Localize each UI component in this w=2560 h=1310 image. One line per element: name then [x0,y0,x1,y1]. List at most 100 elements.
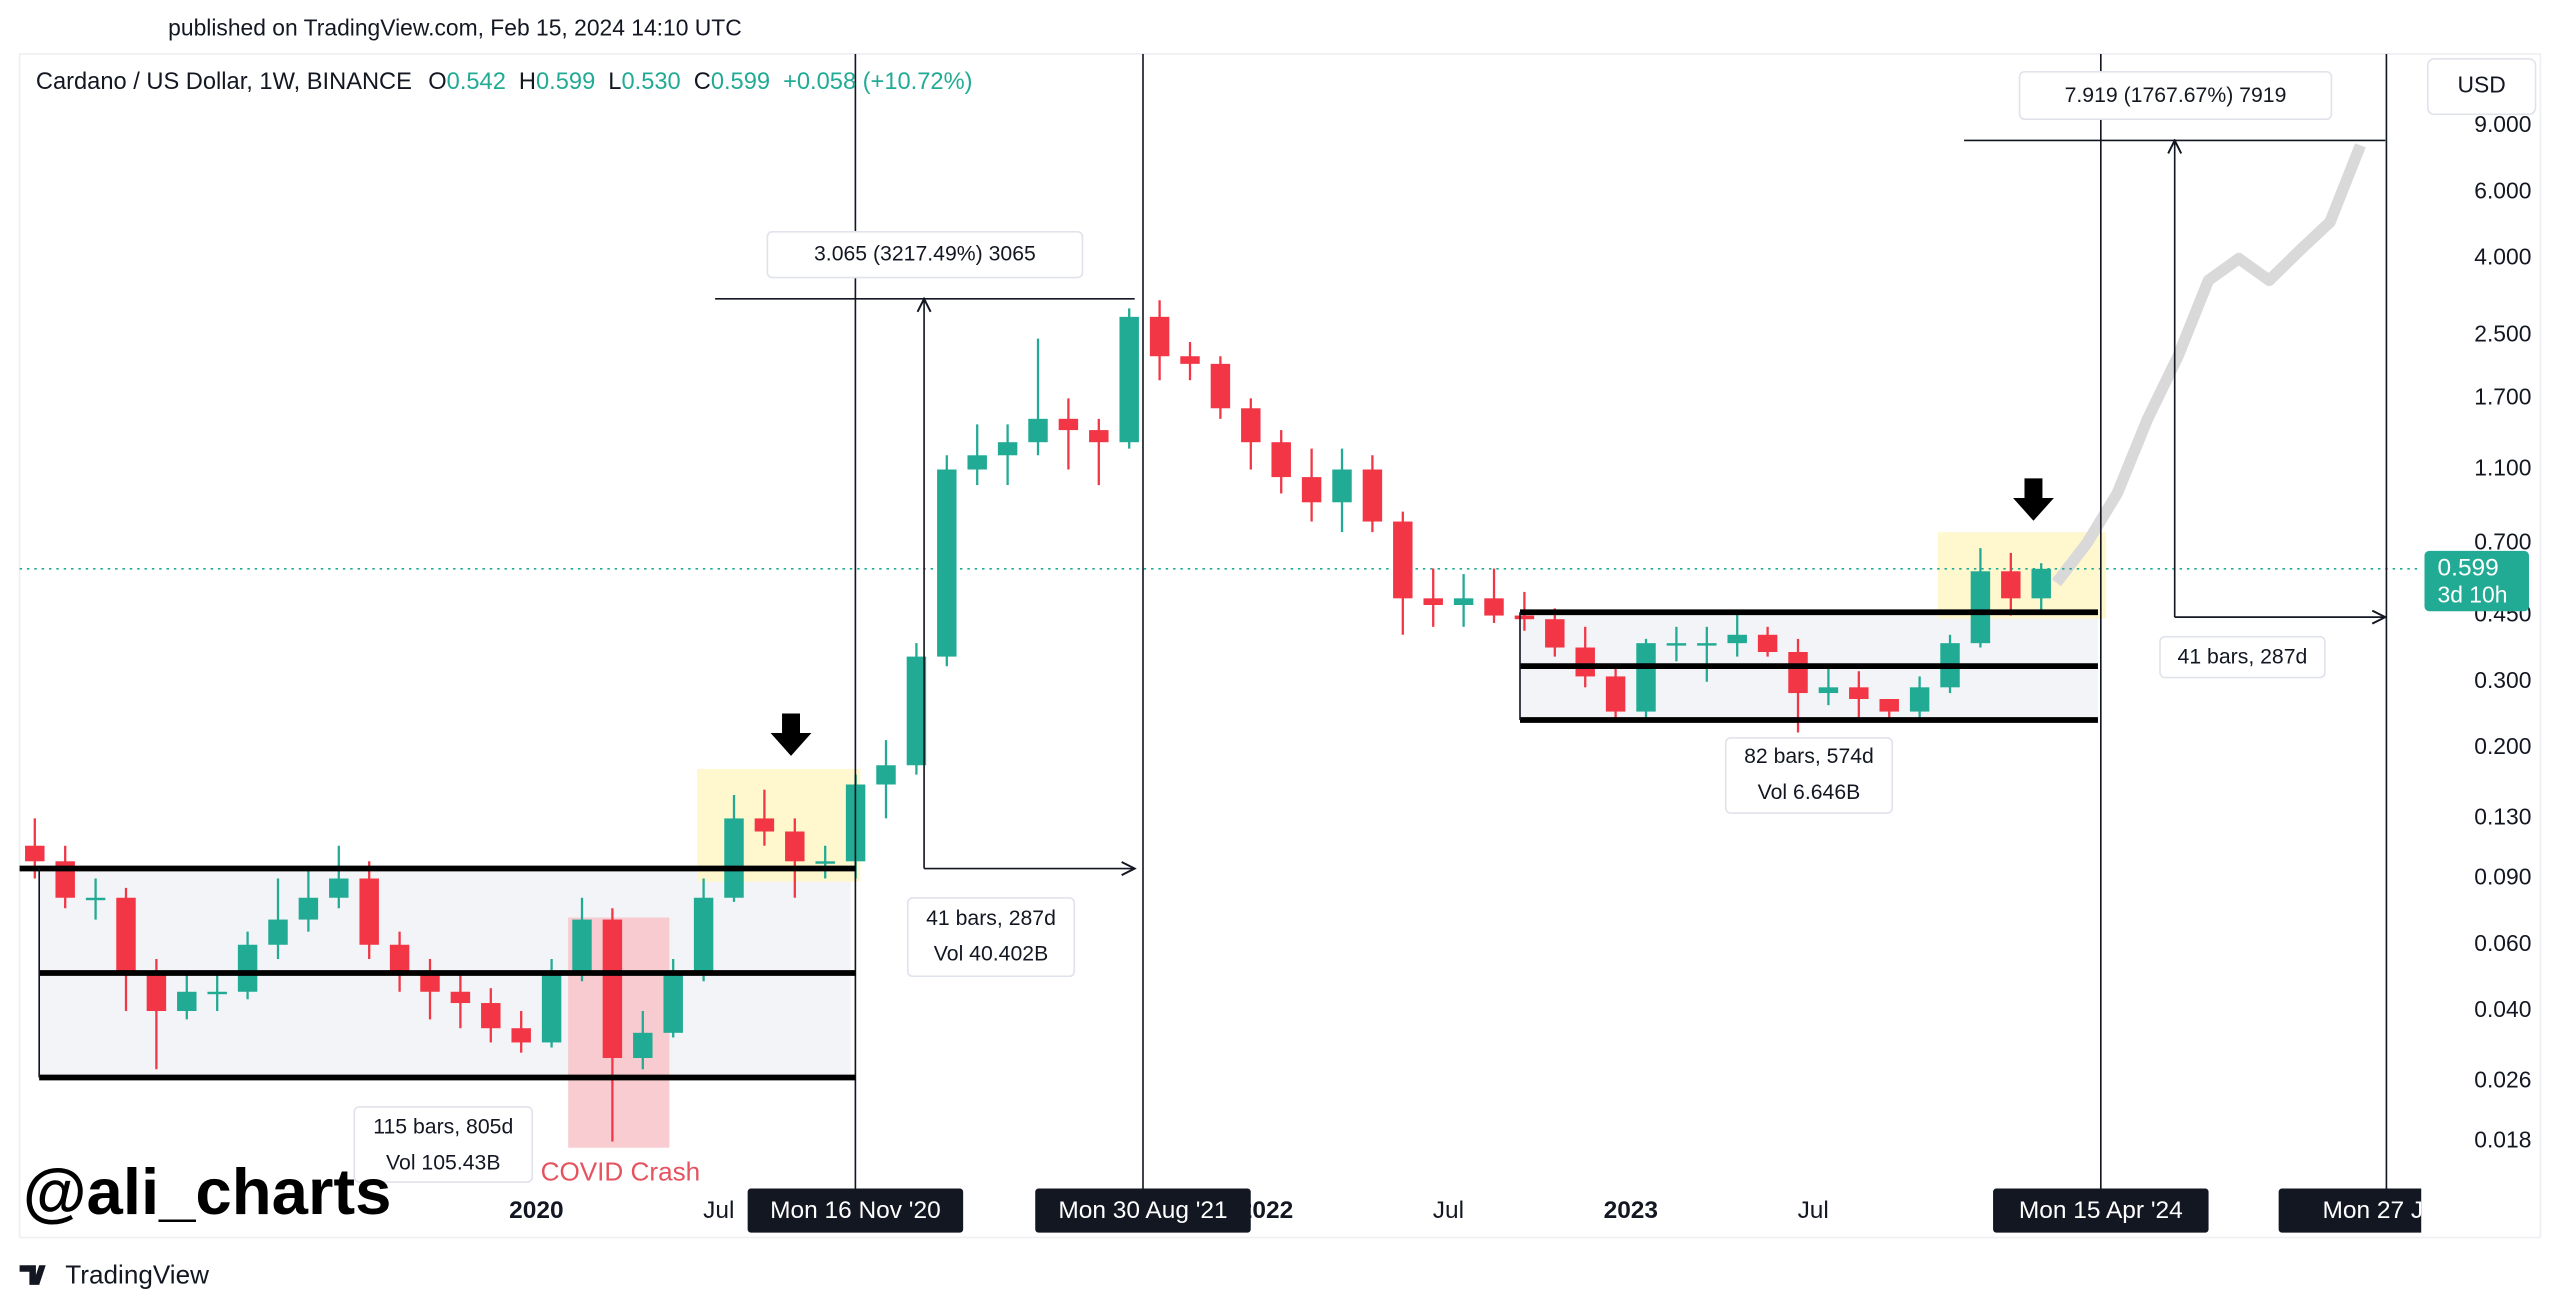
ohlc-key: O [428,70,446,96]
annotation-box [766,231,1084,279]
candle-body [146,974,167,1012]
ohlc-key: L [608,70,621,96]
candle-body [2001,571,2021,599]
candle-body [1149,316,1170,357]
y-tick-label: 0.200 [2474,733,2531,759]
last-price-label: 0.599 [2438,554,2499,581]
y-tick-label: 1.700 [2474,383,2531,409]
change-value: +0.058 (+10.72%) [783,70,972,96]
candle-body [1241,408,1261,443]
candle-body [85,897,106,901]
candle-body [693,897,714,975]
date-marker-box [1993,1188,2209,1233]
candle-body [329,878,349,898]
candle-body [876,765,896,785]
y-tick-label: 0.060 [2474,930,2531,956]
down-arrow [2013,478,2054,521]
annotation-box [906,897,1076,978]
x-tick-label: Jul [703,1197,734,1224]
ohlc-value: 0.599 [536,70,595,96]
date-marker: Mon 16 Nov '20 [747,1188,964,1233]
brand-name: TradingView [65,1260,209,1290]
drawings-top: 3.065 (3217.49%) 3065 41 bars, 287d Vol … [19,71,2386,1187]
annotation-box [2018,71,2333,120]
y-tick-label: 2.500 [2474,320,2531,346]
candle-body [967,455,987,470]
candle-body [1605,676,1626,712]
plot-area [19,53,2422,1189]
candle-body [116,897,136,975]
candle-body [1636,643,1656,712]
down-arrow [770,713,812,756]
candle-body [724,818,744,898]
candle-body [1666,643,1687,646]
candle-body [1970,571,1991,644]
candle-body [906,656,927,766]
y-tick-label: 4.000 [2474,244,2531,270]
x-tick-label: Jul [1433,1197,1464,1224]
candle-body [1788,652,1808,694]
annotation-box [2159,635,2326,679]
span-label: 41 bars, 287d [2178,646,2308,669]
x-tick-label: 2020 [509,1197,563,1224]
date-marker: Mon 15 Apr '24 [1993,1188,2209,1233]
annotation-box [353,1106,534,1183]
candle-body [541,974,562,1043]
candle-body [298,897,319,920]
candle-body [1210,363,1231,409]
candle-body [1393,521,1413,599]
range-volume: Vol 6.646B [1758,781,1861,804]
candle-body [1757,634,1778,653]
date-marker-box [747,1188,964,1233]
candle-body [25,845,45,862]
candle-body [633,1032,653,1059]
candle-body [1514,615,1535,620]
date-marker-label: Mon 16 Nov '20 [770,1197,941,1224]
date-marker-box [2278,1188,2422,1233]
countdown-label: 3d 10h [2438,582,2508,608]
y-tick-label: 0.300 [2474,667,2531,693]
candle-body [389,944,410,975]
candle-body [997,442,1018,456]
date-marker: Mon 30 Aug '21 [1035,1188,1251,1233]
currency-label: USD [2458,72,2506,98]
date-marker-box [1035,1188,1251,1233]
candle-body [1058,418,1079,431]
y-tick-label: 6.000 [2474,177,2531,203]
candle-body [450,991,471,1004]
published-note: published on TradingView.com, Feb 15, 20… [168,14,742,40]
candle-body [1423,598,1443,605]
y-tick-label: 0.026 [2474,1066,2531,1092]
range-volume: Vol 105.43B [386,1152,500,1175]
currency-button[interactable] [2426,57,2537,116]
ohlc-key: C [694,70,711,96]
annotation-box [1724,737,1894,814]
candle-body [602,919,623,1059]
measure-label: 7.919 (1767.67%) 7919 [2065,84,2287,107]
candle-body [237,944,258,992]
candle-body [572,919,592,975]
candle-body [2031,568,2051,599]
y-tick-label: 0.090 [2474,864,2531,890]
candle-body [511,1028,531,1043]
date-marker-label: Mon 30 Aug '21 [1058,1197,1227,1224]
y-tick-label: 0.700 [2474,528,2531,554]
y-tick-label: 0.018 [2474,1127,2531,1153]
candle-body [1362,469,1383,522]
y-tick-label: 0.040 [2474,996,2531,1022]
ohlc-value: 0.542 [447,70,506,96]
candle-body [663,974,683,1033]
candle-body [754,818,775,832]
candle-body [1028,418,1048,443]
candle-body [1119,316,1139,443]
span-volume: Vol 40.402B [934,943,1048,966]
candle-body [420,974,440,992]
candle-body [1849,687,1869,700]
candle-body [1089,430,1109,443]
candle-body [1575,647,1595,677]
y-tick-label: 9.000 [2474,111,2531,137]
watermark: @ali_charts [23,1155,392,1228]
date-marker-label: Mon 15 Apr '24 [2019,1197,2183,1224]
